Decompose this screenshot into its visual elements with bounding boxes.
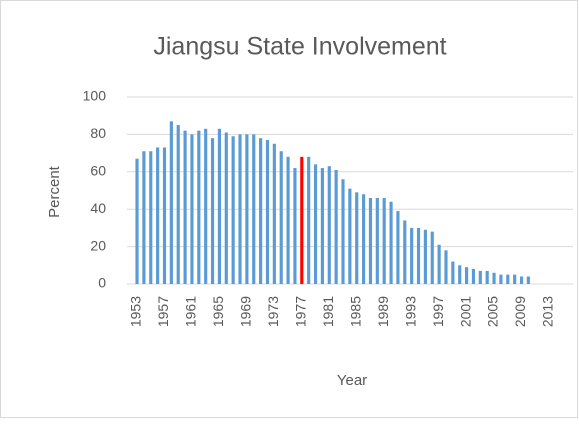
bar <box>286 156 290 284</box>
x-tick-label: 1985 <box>347 296 363 327</box>
bar <box>231 136 235 284</box>
bar <box>403 220 407 284</box>
bar <box>492 272 496 284</box>
y-tick-label: 80 <box>90 125 106 141</box>
bar <box>526 276 530 284</box>
bar <box>471 269 476 284</box>
bar <box>506 274 510 284</box>
bar <box>478 270 482 284</box>
bar <box>224 132 228 284</box>
x-tick-label: 1997 <box>430 296 446 327</box>
bar <box>197 130 201 284</box>
bar <box>348 188 352 284</box>
x-tick-label: 2005 <box>485 296 501 327</box>
bar <box>485 270 489 284</box>
x-tick-label: 1973 <box>265 296 281 327</box>
bar <box>458 265 462 284</box>
chart-title: Jiangsu State Involvement <box>153 33 446 61</box>
x-tick-label: 2013 <box>540 296 556 327</box>
bar <box>238 134 242 284</box>
bar <box>183 130 187 284</box>
bar <box>423 229 427 284</box>
bar <box>355 192 359 284</box>
bar <box>142 151 146 284</box>
bar <box>272 143 276 284</box>
bar <box>382 197 386 284</box>
bar <box>389 201 393 284</box>
x-tick-label: 1989 <box>375 296 391 327</box>
x-tick-label: 2001 <box>457 296 473 327</box>
bar <box>135 158 139 284</box>
bar <box>149 151 153 284</box>
x-tick-label: 2009 <box>512 296 528 327</box>
bar <box>513 274 517 284</box>
y-tick-label: 100 <box>83 88 107 104</box>
bar <box>265 140 270 284</box>
bar <box>368 197 373 284</box>
bar <box>169 121 173 284</box>
x-tick-label: 1957 <box>155 296 171 327</box>
bar <box>210 138 215 284</box>
bar <box>437 244 441 284</box>
bar <box>190 134 194 284</box>
bar <box>334 169 338 284</box>
y-tick-label: 60 <box>90 163 106 179</box>
bar <box>451 261 455 284</box>
bar <box>327 166 331 284</box>
bar <box>307 156 311 284</box>
x-tick-label: 1965 <box>210 296 226 327</box>
bar <box>313 164 318 284</box>
bar <box>410 227 414 284</box>
bar <box>293 168 297 284</box>
x-tick-label: 1981 <box>320 296 336 327</box>
x-tick-label: 1953 <box>128 296 144 327</box>
x-tick-label: 1969 <box>238 296 254 327</box>
bar <box>245 134 249 284</box>
bar <box>396 211 400 284</box>
x-tick-label: 1977 <box>293 296 309 327</box>
bar <box>162 147 167 284</box>
x-axis-label: Year <box>337 372 367 389</box>
bar <box>416 227 421 284</box>
bar <box>217 128 221 284</box>
bar <box>252 134 256 284</box>
x-tick-label: 1993 <box>402 296 418 327</box>
bar <box>320 168 324 284</box>
x-tick-label: 1961 <box>183 296 199 327</box>
bar <box>156 147 160 284</box>
bar <box>499 274 503 284</box>
y-tick-label: 40 <box>90 200 106 216</box>
y-axis-label: Percent <box>46 165 63 218</box>
bar <box>300 156 304 284</box>
bar <box>259 138 263 284</box>
bar <box>375 197 379 284</box>
bar <box>444 250 448 284</box>
y-tick-label: 20 <box>90 237 106 253</box>
bar <box>465 267 469 284</box>
bar <box>430 231 434 284</box>
y-tick-label: 0 <box>98 275 106 291</box>
bar <box>341 179 345 284</box>
bar <box>279 151 283 284</box>
bar <box>362 194 366 284</box>
bar <box>519 276 524 284</box>
bar <box>204 128 208 284</box>
bar <box>176 125 180 284</box>
